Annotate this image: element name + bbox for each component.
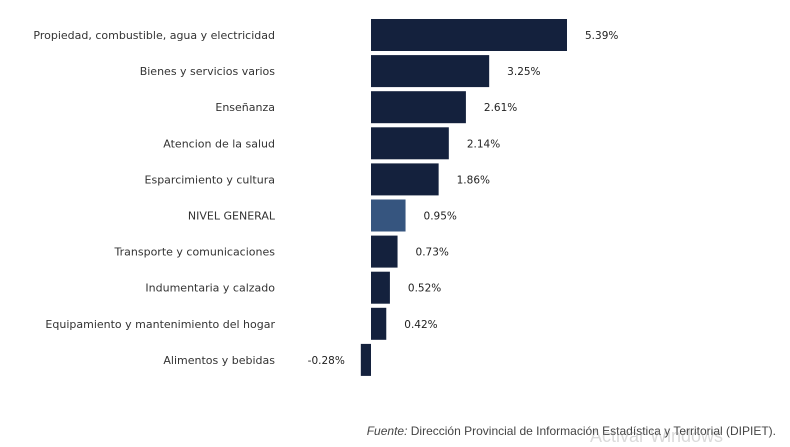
bar — [360, 343, 371, 376]
category-label: Atencion de la salud — [163, 137, 275, 150]
source-label: Fuente: — [366, 424, 408, 438]
category-label: NIVEL GENERAL — [188, 210, 276, 223]
category-label: Equipamiento y mantenimiento del hogar — [45, 318, 275, 331]
value-label: 0.42% — [404, 319, 437, 331]
windows-activation-watermark: Activar Windows — [590, 426, 724, 446]
category-label: Propiedad, combustible, agua y electrici… — [33, 29, 275, 42]
value-label: -0.28% — [308, 355, 345, 367]
category-label: Esparcimiento y cultura — [145, 173, 275, 186]
category-label: Enseñanza — [215, 101, 275, 114]
value-label: 1.86% — [457, 174, 490, 186]
bar — [371, 163, 439, 196]
bar — [371, 19, 567, 51]
value-label: 0.95% — [424, 211, 457, 223]
source-note: Fuente: Dirección Provincial de Informac… — [367, 424, 776, 438]
value-label: 3.25% — [507, 66, 540, 78]
bar — [371, 271, 390, 304]
bar — [371, 235, 398, 268]
value-label: 0.52% — [408, 283, 441, 295]
category-label: Alimentos y bebidas — [163, 354, 275, 367]
category-label: Bienes y servicios varios — [140, 65, 276, 78]
source-text: Dirección Provincial de Información Esta… — [407, 424, 776, 438]
category-label: Transporte y comunicaciones — [114, 246, 276, 259]
value-label: 0.73% — [416, 247, 449, 259]
value-label: 5.39% — [585, 30, 618, 42]
bar — [371, 91, 466, 124]
bar — [371, 307, 387, 340]
bar — [371, 55, 490, 88]
value-label: 2.14% — [467, 138, 500, 150]
value-label: 2.61% — [484, 102, 517, 114]
bar — [371, 127, 449, 160]
bar — [371, 199, 406, 232]
category-label: Indumentaria y calzado — [145, 282, 275, 295]
